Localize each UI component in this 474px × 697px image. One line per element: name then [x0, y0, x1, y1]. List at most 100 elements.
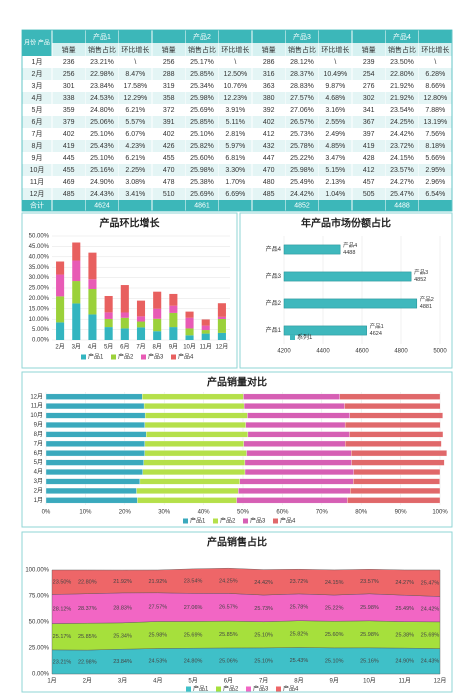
- bar-segment: [185, 317, 194, 329]
- data-label-category: 产品1: [370, 322, 384, 330]
- chart-title: 产品销量对比: [207, 376, 267, 389]
- table-cell: 25.69%: [190, 107, 214, 114]
- table-cell: 2月: [32, 70, 43, 78]
- table-cell: 256: [163, 59, 175, 66]
- data-label: 25.60%: [325, 632, 344, 638]
- table-cell: 9月: [32, 154, 43, 162]
- legend-label: 产品3: [148, 353, 164, 361]
- bar-segment: [104, 327, 113, 340]
- bar-segment: [45, 497, 138, 504]
- table-cell: 5.11%: [226, 119, 245, 126]
- table-cell: 25.06%: [90, 119, 114, 126]
- table-cell: 1.04%: [325, 191, 345, 198]
- data-label: 25.98%: [360, 632, 379, 638]
- bar-segment: [347, 497, 441, 504]
- bar-segment: [104, 312, 113, 319]
- table-row: [22, 116, 452, 128]
- table-cell: \: [234, 59, 236, 66]
- x-tick-label: 11月: [399, 678, 411, 685]
- table-cell: 8.66%: [425, 83, 445, 90]
- table-cell: 2.49%: [325, 131, 345, 138]
- bar-segment: [45, 431, 147, 438]
- bar-segment: [169, 293, 178, 306]
- table-row: [22, 176, 452, 188]
- bar: [283, 271, 412, 282]
- table-cell: 302: [363, 95, 375, 102]
- bar-segment: [137, 497, 237, 504]
- table-cell: 24.43%: [90, 191, 114, 198]
- table-cell: 12.50%: [223, 71, 247, 78]
- data-label: 25.38%: [395, 632, 414, 638]
- bar-segment: [45, 421, 146, 428]
- table-cell: 25.60%: [190, 155, 214, 162]
- x-tick-label: 7月: [136, 344, 145, 351]
- table-cell: 8月: [32, 142, 43, 150]
- bar-segment: [153, 331, 162, 340]
- product-header: 产品3: [293, 32, 311, 41]
- table-cell: 24.42%: [290, 191, 314, 198]
- table-row: [22, 140, 452, 152]
- legend-swatch: [276, 686, 281, 692]
- x-tick-label: 0%: [42, 510, 51, 516]
- x-tick-label: 4800: [394, 349, 408, 355]
- bar-segment: [142, 393, 244, 400]
- table-cell: \: [134, 59, 136, 66]
- table-cell: 2.96%: [425, 179, 445, 186]
- x-tick-label: 3月: [118, 678, 127, 685]
- table-cell: 12月: [30, 190, 45, 198]
- table-cell: 6.21%: [125, 155, 145, 162]
- data-label: 28.83%: [113, 605, 132, 611]
- data-label: 25.82%: [290, 632, 309, 638]
- table-cell: 5.57%: [125, 119, 145, 126]
- table-cell: 4.85%: [325, 143, 345, 150]
- legend-label: 产品4: [178, 353, 194, 361]
- table-cell: 25.43%: [90, 143, 114, 150]
- table-row: [22, 164, 452, 176]
- data-label: 25.47%: [421, 581, 440, 587]
- legend-swatch: [186, 686, 191, 692]
- bar-segment: [185, 335, 194, 340]
- table-row: [22, 152, 452, 164]
- table-cell: 6月: [32, 118, 43, 126]
- bar-segment: [238, 487, 351, 494]
- y-tick-label: 产品4: [266, 245, 282, 253]
- legend-swatch: [183, 518, 188, 524]
- data-label: 25.85%: [219, 632, 238, 638]
- data-label: 28.12%: [53, 607, 72, 613]
- data-label: 23.54%: [184, 579, 203, 585]
- x-tick-label: 11月: [200, 344, 212, 351]
- total-value: 4861: [194, 202, 210, 209]
- bar-segment: [56, 261, 65, 275]
- table-cell: 392: [263, 107, 275, 114]
- legend-label: 产品2: [223, 685, 239, 693]
- table-cell: 419: [63, 143, 75, 150]
- table-cell: 2.13%: [325, 179, 345, 186]
- x-tick-label: 12月: [216, 344, 229, 351]
- bar-segment: [144, 412, 248, 419]
- legend-swatch: [216, 686, 221, 692]
- table-cell: 7.56%: [425, 131, 445, 138]
- y-tick-label: 50.00%: [29, 234, 50, 240]
- data-label: 23.57%: [360, 579, 379, 585]
- table-cell: 25.22%: [290, 155, 314, 162]
- table-cell: 24.25%: [390, 119, 414, 126]
- table-cell: 1.70%: [225, 179, 245, 186]
- table-cell: 4.23%: [125, 143, 145, 150]
- table-cell: 447: [263, 155, 275, 162]
- table-cell: 8.47%: [125, 71, 145, 78]
- legend-swatch: [141, 354, 146, 360]
- legend-label: 产品1: [88, 353, 104, 361]
- legend-label: 产品3: [253, 685, 269, 693]
- column-header: 销售占比: [288, 45, 316, 54]
- table-cell: 25.17%: [190, 59, 214, 66]
- table-cell: 510: [163, 191, 175, 198]
- x-tick-label: 4400: [316, 349, 330, 355]
- y-tick-label: 6月: [34, 450, 43, 457]
- table-cell: 23.50%: [390, 59, 414, 66]
- table-cell: 5.15%: [325, 167, 345, 174]
- x-tick-label: 80%: [355, 510, 368, 516]
- y-tick-label: 10月: [30, 412, 43, 419]
- data-label: 23.50%: [53, 580, 72, 586]
- bar-segment: [169, 305, 178, 313]
- table-cell: 3.08%: [125, 179, 145, 186]
